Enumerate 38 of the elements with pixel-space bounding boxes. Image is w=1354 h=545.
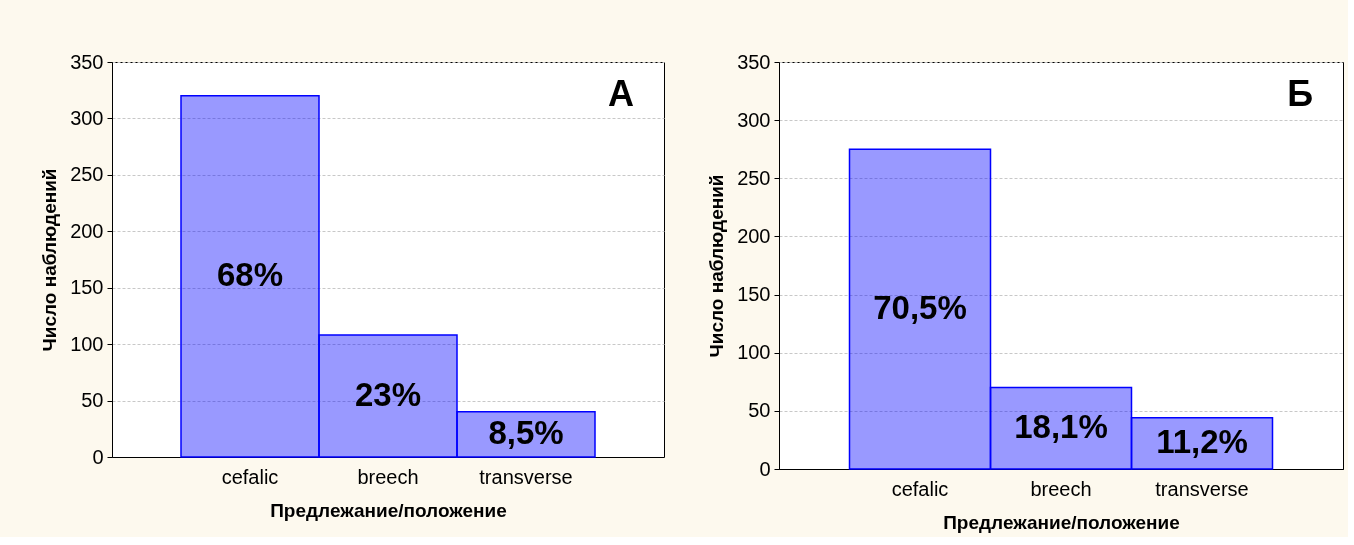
y-tick-label: 150 <box>737 283 771 306</box>
y-tick-label: 350 <box>70 50 104 73</box>
y-tick-label: 0 <box>759 457 771 480</box>
bar <box>848 148 992 470</box>
x-tick-label: transverse <box>479 465 573 488</box>
annotation: А <box>608 73 634 114</box>
y-tick-label: 100 <box>737 341 771 364</box>
y-tick-label: 0 <box>92 445 104 468</box>
annotation: 8,5% <box>488 414 564 452</box>
x-tick-label: transverse <box>1155 477 1249 500</box>
y-tick-label: 200 <box>737 224 771 247</box>
y-tick-label: 300 <box>737 108 771 131</box>
x-tick-label: breech <box>357 465 419 488</box>
annotation: 23% <box>354 376 422 414</box>
bar <box>318 334 458 458</box>
annotation: 70,5% <box>873 289 967 327</box>
y-tick-label: 50 <box>748 399 771 422</box>
x-tick-label: cefalic <box>891 477 949 500</box>
y-tick-label: 50 <box>81 389 104 412</box>
y-tick-label: 250 <box>70 163 104 186</box>
y-axis-title: Число наблюдений <box>39 168 61 352</box>
y-tick-label: 300 <box>70 106 104 129</box>
bar <box>989 386 1133 470</box>
x-axis-title: Предлежание/положение <box>943 511 1180 533</box>
x-tick-label: cefalic <box>221 465 279 488</box>
y-tick-label: 250 <box>737 166 771 189</box>
y-tick-label: 350 <box>737 50 771 73</box>
x-tick-label: breech <box>1030 477 1092 500</box>
annotation: 68% <box>216 256 284 294</box>
annotation: 18,1% <box>1014 408 1108 446</box>
annotation: Б <box>1287 73 1313 114</box>
y-tick-label: 150 <box>70 276 104 299</box>
y-tick-label: 200 <box>70 219 104 242</box>
y-tick-label: 100 <box>70 332 104 355</box>
y-axis-title: Число наблюдений <box>706 174 728 358</box>
x-axis-title: Предлежание/положение <box>270 499 507 521</box>
annotation: 11,2% <box>1156 423 1248 461</box>
bar <box>180 95 320 458</box>
